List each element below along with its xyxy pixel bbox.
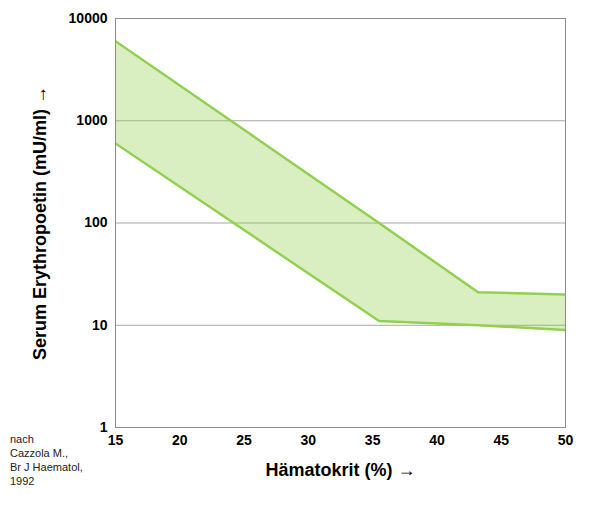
- svg-text:35: 35: [365, 432, 381, 448]
- svg-text:Hämatokrit (%) →: Hämatokrit (%) →: [265, 460, 415, 480]
- svg-text:15: 15: [108, 432, 124, 448]
- html-text:nach Cazzola M., Br J Haematol: nach Cazzola M., Br J Haematol, 1992: [10, 433, 83, 487]
- svg-text:10000: 10000: [69, 10, 108, 26]
- svg-text:Serum Erythropoetin (mU/ml) →: Serum Erythropoetin (mU/ml) →: [30, 86, 50, 360]
- svg-text:50: 50: [558, 432, 574, 448]
- svg-text:25: 25: [236, 432, 252, 448]
- svg-text:40: 40: [429, 432, 445, 448]
- svg-text:1: 1: [100, 419, 108, 435]
- svg-text:100: 100: [84, 214, 108, 230]
- svg-text:30: 30: [301, 432, 317, 448]
- svg-text:1000: 1000: [76, 112, 107, 128]
- svg-text:20: 20: [172, 432, 188, 448]
- svg-text:10: 10: [92, 317, 108, 333]
- svg-text:45: 45: [493, 432, 509, 448]
